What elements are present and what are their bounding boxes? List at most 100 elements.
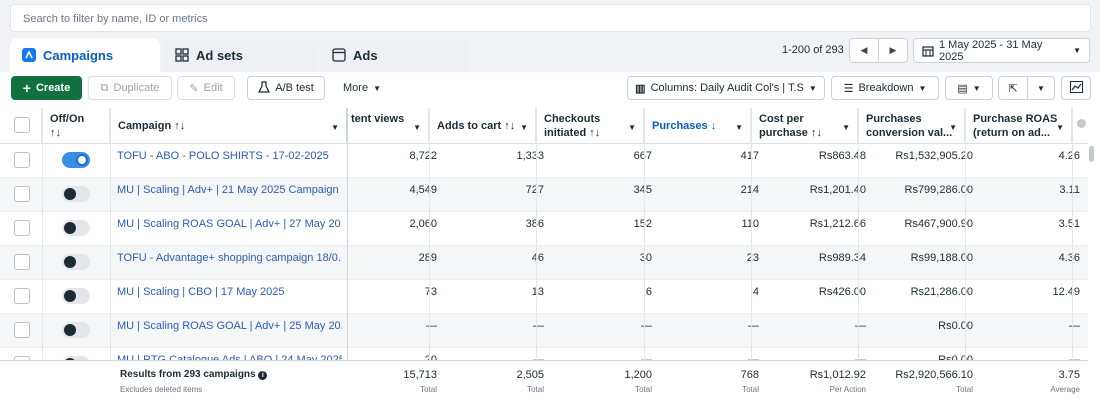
- cell-pcv: Rs1,532,905.20: [895, 150, 973, 162]
- purchases-conversion-value-header[interactable]: Purchases conversion val... ▼: [858, 108, 965, 144]
- roas-header-label2: (return on ad...: [973, 127, 1050, 139]
- next-page-button[interactable]: ▶: [878, 38, 908, 63]
- tab-adsets[interactable]: Ad sets: [163, 38, 315, 72]
- scrollbar-track[interactable]: [1088, 108, 1100, 412]
- purchases-header[interactable]: Purchases ↓ ▼: [644, 108, 751, 144]
- campaign-header[interactable]: Campaign ↑↓ ▼: [110, 108, 347, 144]
- row-checkbox[interactable]: [14, 288, 30, 304]
- cell-adds-to-cart: 13: [531, 286, 544, 298]
- breakdown-label: Breakdown: [858, 82, 914, 94]
- checkouts-header[interactable]: Checkouts initiated ↑↓ ▼: [536, 108, 644, 144]
- duplicate-button[interactable]: ⧉ Duplicate: [88, 76, 172, 100]
- cell-checkouts: 6: [645, 286, 652, 298]
- row-checkbox[interactable]: [14, 254, 30, 270]
- chevron-down-icon: ▼: [949, 123, 957, 132]
- content-views-header[interactable]: tent views ▼: [347, 108, 429, 144]
- table-row[interactable]: TOFU - ABO - POLO SHIRTS - 17-02-2025 8,7…: [0, 144, 1090, 178]
- tab-adsets-label: Ad sets: [196, 47, 243, 63]
- adds-to-cart-header[interactable]: Adds to cart ↑↓ ▼: [429, 108, 536, 144]
- table-row[interactable]: MU | Scaling | CBO | 17 May 2025 73 13 6 4 Rs…: [0, 280, 1090, 314]
- ab-test-button[interactable]: A/B test: [247, 76, 325, 100]
- chevron-down-icon: ▼: [735, 123, 743, 132]
- create-button[interactable]: + Create: [11, 76, 82, 100]
- chevron-down-icon: ▼: [918, 83, 927, 93]
- row-checkbox[interactable]: [14, 322, 30, 338]
- cell-checkouts: —: [641, 320, 652, 332]
- row-checkbox[interactable]: [14, 220, 30, 236]
- columns-icon: ▥: [635, 82, 646, 95]
- campaign-name-link[interactable]: MU | Scaling | CBO | 17 May 2025: [117, 286, 285, 298]
- content-views-header-label: tent views: [351, 113, 405, 125]
- campaign-toggle[interactable]: [62, 220, 90, 236]
- campaign-toggle[interactable]: [62, 152, 90, 168]
- toggle-knob: [64, 256, 76, 268]
- column-divider: [1072, 108, 1073, 360]
- results-label: Results from 293 campaigns: [120, 369, 256, 380]
- chevron-down-icon: ▼: [972, 83, 981, 93]
- offon-header[interactable]: Off/On ↑↓: [42, 108, 110, 144]
- columns-button[interactable]: ▥ Columns: Daily Audit Col's | T.S ▼: [627, 76, 825, 100]
- export-button[interactable]: ⇱: [998, 76, 1028, 100]
- cell-purchases: —: [748, 320, 759, 332]
- table-row[interactable]: TOFU - Advantage+ shopping campaign 18/0…: [0, 246, 1090, 280]
- total-purchases-sub: Total: [742, 385, 759, 394]
- edit-button[interactable]: ✎ Edit: [177, 76, 235, 100]
- campaign-toggle[interactable]: [62, 288, 90, 304]
- table-row[interactable]: MU | Scaling ROAS GOAL | Adv+ | 25 May 2…: [0, 314, 1090, 348]
- cell-roas: 4.36: [1058, 252, 1080, 264]
- total-content-views-sub: Total: [420, 385, 437, 394]
- roas-header-label: Purchase ROAS: [973, 113, 1058, 125]
- table-row[interactable]: MU | Scaling ROAS GOAL | Adv+ | 27 May 2…: [0, 212, 1090, 246]
- sort-icon: ↑↓: [50, 127, 61, 139]
- campaign-toggle[interactable]: [62, 186, 90, 202]
- date-range-label: 1 May 2025 - 31 May 2025: [939, 38, 1043, 63]
- sort-desc-icon: ↓: [710, 120, 717, 132]
- tab-ads[interactable]: Ads: [320, 38, 468, 72]
- cell-adds-to-cart: —: [533, 320, 544, 332]
- row-checkbox[interactable]: [14, 186, 30, 202]
- select-all-checkbox[interactable]: [14, 117, 30, 133]
- column-divider: [644, 108, 645, 360]
- campaign-name-link[interactable]: MU | Scaling ROAS GOAL | Adv+ | 27 May 2…: [117, 218, 342, 230]
- campaign-name-link[interactable]: MU | Scaling ROAS GOAL | Adv+ | 25 May 2…: [117, 320, 342, 332]
- cpp-header-label2: purchase: [759, 127, 808, 139]
- column-divider: [965, 108, 966, 360]
- duplicate-label: Duplicate: [113, 82, 160, 94]
- campaign-name-link[interactable]: TOFU - ABO - POLO SHIRTS - 17-02-2025: [117, 150, 329, 162]
- summary-row: Results from 293 campaigns i Excludes de…: [0, 360, 1090, 412]
- cell-purchases: 23: [746, 252, 759, 264]
- row-checkbox[interactable]: [14, 152, 30, 168]
- export-dropdown-button[interactable]: ▼: [1027, 76, 1055, 100]
- chevron-left-icon: ◀: [860, 45, 868, 55]
- cell-adds-to-cart: 727: [525, 184, 544, 196]
- date-range-picker[interactable]: 1 May 2025 - 31 May 2025 ▼: [913, 38, 1090, 63]
- purchase-roas-header[interactable]: Purchase ROAS (return on ad... ▼: [965, 108, 1072, 144]
- table-row[interactable]: MU | Scaling | Adv+ | 21 May 2025 Campai…: [0, 178, 1090, 212]
- cell-roas: 4.26: [1058, 150, 1080, 162]
- scrollbar-thumb[interactable]: [1089, 146, 1094, 162]
- campaigns-table: Off/On ↑↓ Campaign ↑↓ ▼ tent views ▼ Adds t…: [0, 108, 1090, 412]
- prev-page-button[interactable]: ◀: [849, 38, 879, 63]
- campaign-toggle[interactable]: [62, 254, 90, 270]
- campaign-toggle[interactable]: [62, 322, 90, 338]
- chevron-down-icon: ▼: [520, 123, 528, 132]
- column-divider: [751, 108, 752, 360]
- sort-icon: ↑↓: [589, 127, 601, 139]
- cell-content-views: 73: [424, 286, 437, 298]
- cell-checkouts: 345: [633, 184, 652, 196]
- cell-pcv: Rs0.00: [938, 320, 973, 332]
- add-column-header[interactable]: [1072, 108, 1090, 144]
- more-button[interactable]: More ▼: [334, 76, 390, 100]
- total-cpp: Rs1,012.92: [809, 369, 866, 381]
- search-input[interactable]: Search to filter by name, ID or metrics: [10, 4, 1091, 32]
- cell-adds-to-cart: 1,333: [516, 150, 544, 162]
- campaign-name-link[interactable]: TOFU - Advantage+ shopping campaign 18/0…: [117, 252, 342, 264]
- breakdown-button[interactable]: ☰ Breakdown ▼: [831, 76, 939, 100]
- campaign-name-link[interactable]: MU | Scaling | Adv+ | 21 May 2025 Campai…: [117, 184, 339, 196]
- reports-button[interactable]: ▤ ▼: [945, 76, 993, 100]
- cost-per-purchase-header[interactable]: Cost per purchase ↑↓ ▼: [751, 108, 858, 144]
- cell-pcv: Rs467,900.90: [904, 218, 974, 230]
- tab-campaigns[interactable]: Campaigns: [10, 38, 160, 72]
- charts-button[interactable]: [1061, 76, 1091, 100]
- duplicate-icon: ⧉: [100, 81, 109, 94]
